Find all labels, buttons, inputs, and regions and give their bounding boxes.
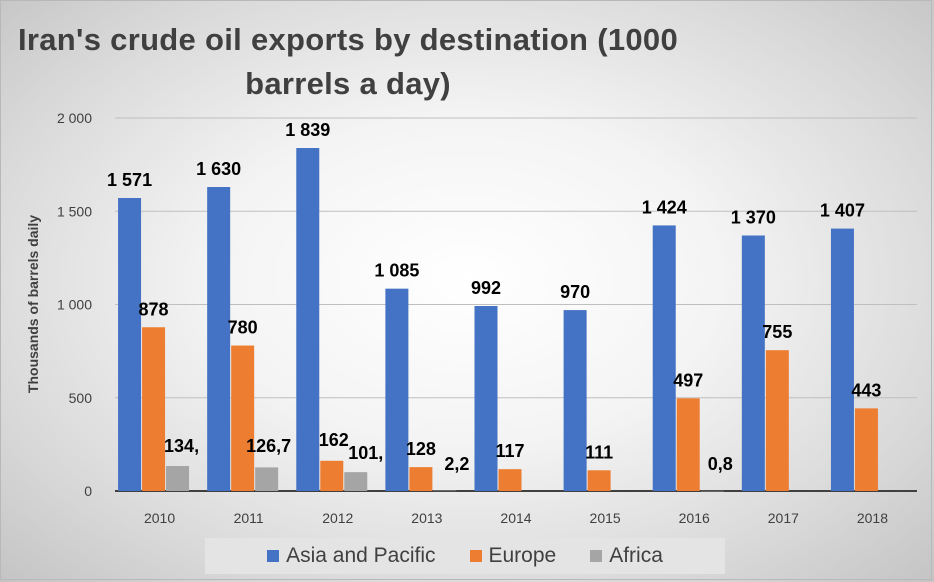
legend-item: Europe (469, 544, 557, 568)
y-tick-label: 500 (69, 390, 93, 406)
bar (118, 198, 142, 492)
data-label: 443 (851, 380, 881, 400)
x-tick-label: 2014 (500, 510, 531, 526)
bar (231, 345, 255, 491)
legend-label: Europe (488, 544, 557, 567)
bar (474, 305, 498, 491)
bar (676, 398, 700, 491)
bar (320, 460, 344, 491)
x-tick-label: 2013 (411, 510, 442, 526)
legend-swatch (590, 550, 603, 562)
bar (700, 490, 724, 492)
bar (142, 327, 166, 491)
data-label: 126,7 (246, 436, 291, 456)
y-tick-label: 2 000 (57, 110, 92, 126)
bar (207, 187, 231, 491)
bar (344, 472, 368, 491)
data-label: 1 571 (107, 170, 152, 190)
data-label: 117 (495, 441, 524, 461)
bar (741, 235, 765, 491)
data-label: 2,2 (444, 454, 469, 474)
bar (652, 225, 676, 491)
y-tick-label: 1 500 (57, 203, 92, 219)
data-label: 111 (585, 442, 613, 462)
y-tick-label: 0 (84, 483, 92, 499)
x-tick-label: 2015 (590, 510, 621, 526)
bar (498, 469, 522, 491)
data-label: 1 085 (374, 261, 419, 281)
bar (587, 470, 611, 491)
data-label: 128 (406, 439, 436, 459)
bar (296, 148, 320, 492)
x-tick-label: 2017 (768, 510, 799, 526)
bar (765, 350, 789, 491)
data-label: 134, (164, 436, 199, 456)
data-label: 162 (319, 430, 349, 450)
legend-item: Africa (590, 544, 663, 568)
x-tick-label: 2016 (679, 510, 710, 526)
bar (433, 490, 457, 492)
legend-item: Asia and Pacific (267, 544, 436, 568)
x-tick-label: 2018 (857, 510, 888, 526)
legend-swatch (469, 550, 482, 562)
data-label: 780 (228, 318, 258, 338)
legend-label: Asia and Pacific (286, 544, 436, 567)
legend-label: Africa (609, 544, 663, 567)
legend: Asia and Pacific Europe Africa (205, 538, 725, 574)
bar (385, 288, 409, 491)
data-label: 970 (560, 282, 590, 302)
data-label: 1 630 (196, 159, 241, 179)
data-label: 0,8 (708, 454, 733, 474)
data-label: 1 839 (285, 120, 330, 140)
chart-plot: 0 500 1 000 1 500 2 000 2010 2011 2012 2013 2014 2… (25, 110, 917, 526)
data-label: 878 (139, 299, 169, 319)
x-tick-label: 2011 (234, 510, 264, 526)
data-label: 1 424 (642, 197, 687, 217)
data-label: 992 (471, 278, 501, 298)
bar (830, 228, 854, 492)
bar (255, 467, 279, 491)
data-label: 1 370 (731, 207, 776, 227)
legend-swatch (267, 550, 280, 562)
data-label: 497 (673, 370, 703, 390)
data-label: 101, (348, 443, 383, 463)
x-tick-label: 2010 (144, 510, 175, 526)
data-label: 1 407 (820, 201, 865, 221)
bar (166, 466, 190, 491)
chart-title: Iran's crude oil exports by destination … (17, 22, 678, 101)
y-tick-label: 1 000 (57, 297, 92, 313)
x-tick-label: 2012 (322, 510, 353, 526)
y-axis-label: Thousands of barrels daily (25, 215, 41, 393)
bar (563, 310, 587, 491)
data-label: 755 (762, 322, 792, 342)
bar (854, 408, 878, 491)
bar (409, 467, 433, 491)
